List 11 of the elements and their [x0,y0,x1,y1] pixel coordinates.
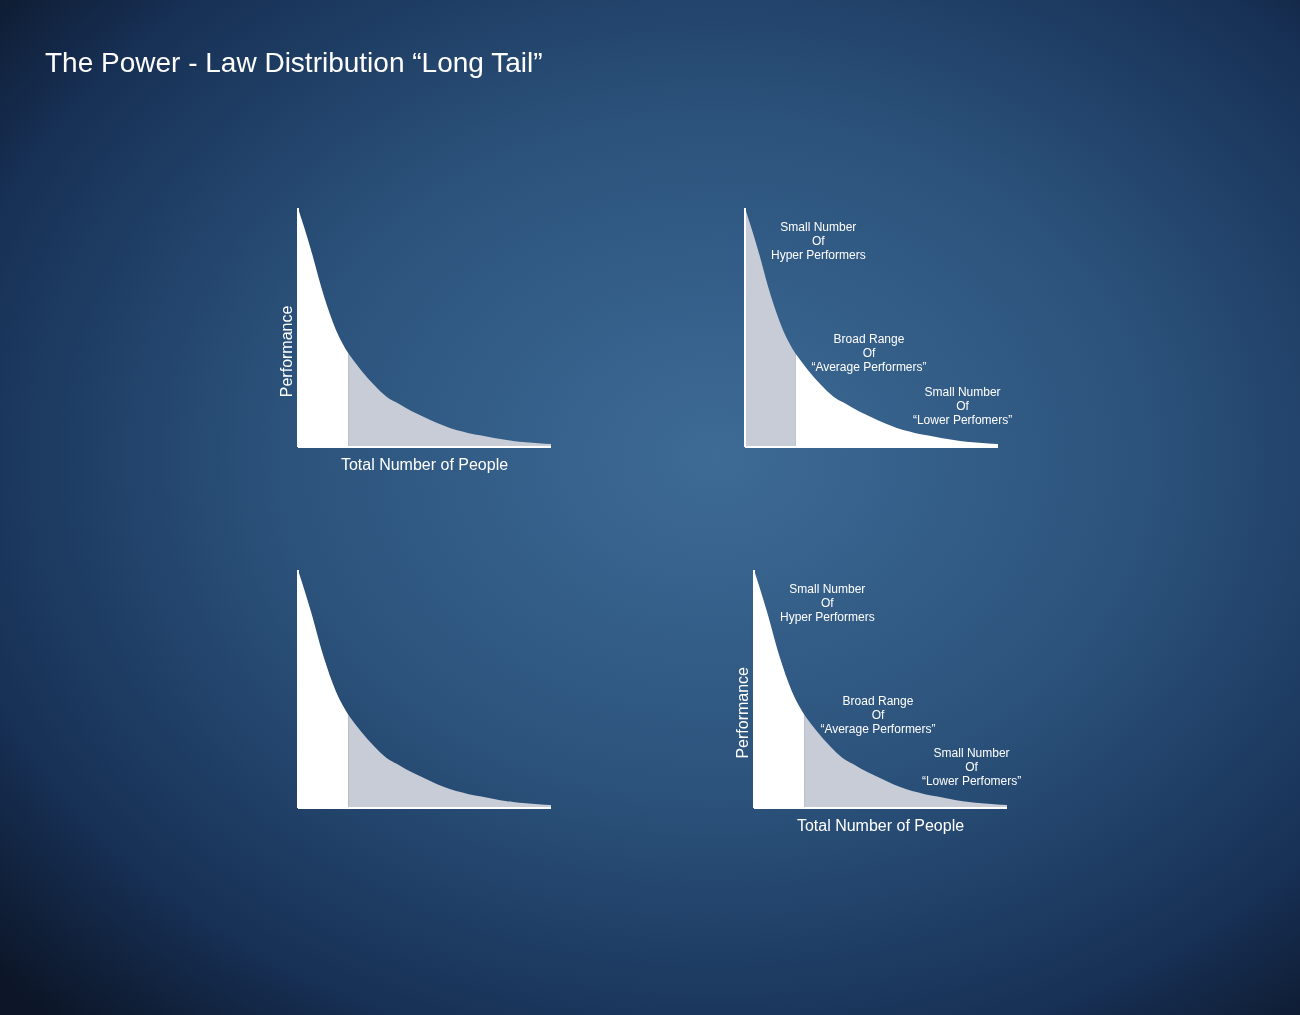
annotation: Small Number Of “Lower Perfomers” [921,746,1022,789]
annotation: Broad Range Of “Average Performers” [811,332,927,375]
annotation: Small Number Of Hyper Performers [780,582,875,625]
x-axis-title: Total Number of People [796,817,965,834]
x-axis-title: Total Number of People [340,456,509,473]
annotation: Small Number Of Hyper Performers [771,220,866,263]
annotation: Broad Range Of “Average Performers” [820,693,936,736]
chart-title: The Power - Law Distribution “Long Tail” [45,47,543,78]
y-axis-title: Performance [734,666,751,759]
y-axis-title: Performance [278,305,295,398]
annotation: Small Number Of “Lower Perfomers” [912,385,1013,428]
